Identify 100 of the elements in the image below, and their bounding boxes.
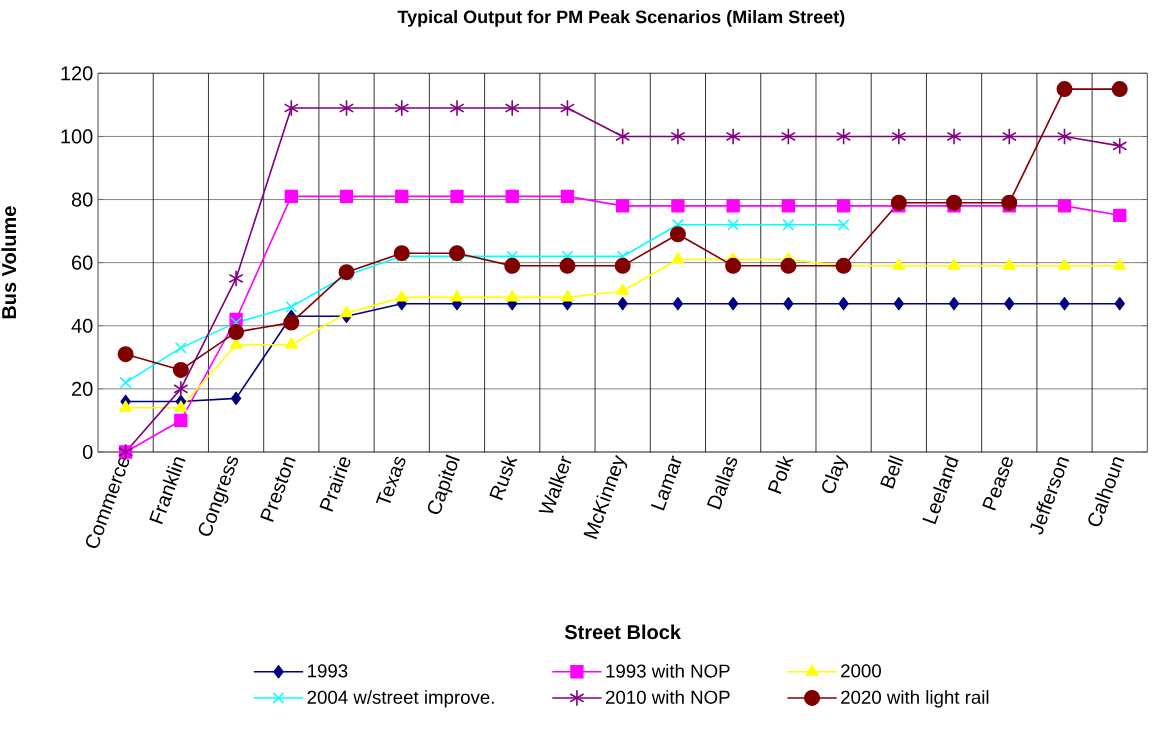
point bbox=[835, 257, 852, 274]
point bbox=[836, 199, 851, 213]
point bbox=[669, 226, 686, 243]
point bbox=[172, 361, 189, 378]
point bbox=[617, 297, 628, 311]
point bbox=[173, 381, 188, 397]
point bbox=[339, 189, 354, 204]
point bbox=[614, 257, 631, 274]
point bbox=[393, 245, 410, 262]
point bbox=[395, 189, 409, 204]
legend-label: 2020 with light rail bbox=[841, 690, 989, 708]
x-tick-label: Walker bbox=[538, 455, 572, 513]
point bbox=[1002, 258, 1016, 270]
point bbox=[670, 128, 685, 145]
point bbox=[890, 194, 907, 211]
point bbox=[448, 245, 465, 262]
x-tick-label: Capitol bbox=[427, 454, 460, 514]
point bbox=[117, 346, 134, 363]
point bbox=[1058, 258, 1071, 270]
point bbox=[559, 257, 576, 274]
point bbox=[946, 194, 963, 211]
point bbox=[1114, 297, 1125, 311]
point bbox=[616, 199, 630, 213]
legend-label: 1993 bbox=[308, 664, 348, 678]
point bbox=[174, 413, 188, 428]
point bbox=[1113, 208, 1127, 223]
point bbox=[174, 400, 188, 412]
y-tick-label: 0 bbox=[82, 444, 93, 460]
legend-label: 2000 bbox=[841, 664, 881, 678]
x-tick-label: Pease bbox=[982, 457, 1013, 511]
point bbox=[228, 324, 245, 341]
point bbox=[561, 290, 574, 302]
point bbox=[284, 189, 298, 204]
point bbox=[780, 257, 797, 274]
x-tick-label: Dallas bbox=[706, 456, 738, 510]
point bbox=[175, 342, 187, 354]
point bbox=[338, 264, 355, 281]
x-tick-label: Texas bbox=[375, 456, 406, 504]
y-tick-label: 120 bbox=[61, 66, 93, 81]
point bbox=[1001, 194, 1018, 211]
point bbox=[119, 400, 133, 412]
point bbox=[727, 219, 739, 231]
point bbox=[672, 297, 684, 311]
x-tick-label: Clay bbox=[822, 454, 849, 494]
point bbox=[837, 219, 850, 231]
point bbox=[783, 297, 794, 311]
point bbox=[230, 391, 242, 406]
y-axis-title: Bus Volume bbox=[1, 206, 17, 319]
point bbox=[616, 283, 630, 296]
point bbox=[1113, 258, 1127, 270]
point bbox=[1056, 81, 1073, 98]
point bbox=[948, 297, 960, 311]
legend-label: 2004 w/street improve. bbox=[307, 690, 494, 708]
point bbox=[504, 257, 521, 274]
point bbox=[285, 301, 298, 313]
point bbox=[119, 376, 132, 389]
point bbox=[1002, 128, 1017, 145]
point bbox=[395, 290, 409, 302]
point bbox=[727, 297, 739, 311]
point bbox=[947, 258, 961, 270]
point bbox=[1057, 199, 1072, 213]
point bbox=[228, 270, 244, 287]
point bbox=[560, 189, 575, 204]
point bbox=[893, 297, 904, 311]
point bbox=[891, 128, 906, 145]
point bbox=[726, 128, 741, 145]
point bbox=[726, 199, 740, 213]
x-tick-label: Lamar bbox=[650, 455, 682, 511]
point bbox=[1111, 81, 1128, 98]
legend-label: 1993 with NOP bbox=[606, 663, 730, 678]
x-tick-label: Prairie bbox=[319, 457, 351, 512]
x-tick-label: Polk bbox=[767, 455, 794, 494]
point bbox=[283, 314, 300, 331]
point bbox=[1004, 297, 1015, 311]
point bbox=[892, 258, 906, 270]
x-axis-title: Street Block bbox=[564, 624, 682, 640]
point bbox=[671, 199, 685, 213]
y-tick-label: 20 bbox=[72, 381, 93, 396]
point bbox=[781, 199, 796, 213]
point bbox=[505, 189, 519, 204]
point bbox=[505, 290, 519, 302]
x-tick-label: Rusk bbox=[489, 455, 518, 501]
x-tick-label: Bell bbox=[880, 455, 904, 489]
point bbox=[450, 290, 464, 302]
point bbox=[1059, 297, 1070, 311]
point bbox=[1112, 138, 1127, 154]
legend-label: 2010 with NOP bbox=[606, 690, 730, 704]
point bbox=[782, 219, 795, 231]
y-tick-label: 60 bbox=[72, 255, 93, 270]
point bbox=[229, 337, 243, 349]
point bbox=[449, 100, 465, 116]
point bbox=[450, 189, 464, 204]
point bbox=[284, 100, 299, 116]
point bbox=[725, 257, 742, 274]
point bbox=[671, 252, 685, 264]
point bbox=[946, 128, 962, 145]
point bbox=[838, 297, 849, 311]
point bbox=[340, 305, 353, 318]
point bbox=[394, 100, 409, 116]
y-tick-label: 40 bbox=[71, 318, 93, 333]
